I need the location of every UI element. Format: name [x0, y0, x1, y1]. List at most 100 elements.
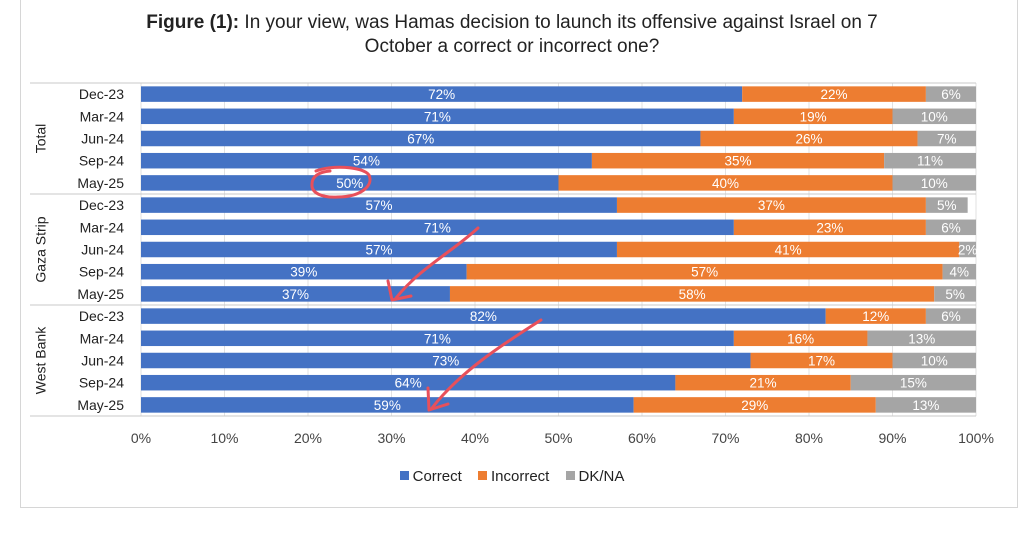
data-label-incorrect: 58%	[679, 287, 706, 302]
figure-label: Figure (1):	[146, 12, 240, 33]
data-label-correct: 50%	[336, 176, 363, 191]
bar-segment-incorrect	[700, 130, 918, 147]
data-label-dkna: 13%	[912, 398, 939, 413]
bar-segment-incorrect	[591, 152, 885, 169]
row-label: Sep-24	[79, 153, 124, 169]
row-label: May-25	[77, 397, 124, 413]
data-label-incorrect: 23%	[816, 220, 843, 235]
bar-segment-correct	[141, 108, 734, 125]
data-label-correct: 54%	[353, 154, 380, 169]
data-label-correct: 37%	[282, 287, 309, 302]
chart-title-line-1: Figure (1): In your view, was Hamas deci…	[0, 11, 1024, 35]
bar-segment-incorrect	[733, 219, 926, 236]
row-label: Dec-23	[79, 308, 124, 324]
data-label-dkna: 10%	[921, 109, 948, 124]
data-label-correct: 67%	[407, 132, 434, 147]
bar-segment-incorrect	[750, 352, 893, 369]
row-label: Sep-24	[79, 375, 124, 391]
x-tick-label: 10%	[210, 430, 238, 446]
bar-segment-correct	[141, 130, 701, 147]
bar-segment-correct	[141, 175, 559, 191]
data-label-correct: 57%	[365, 198, 392, 213]
data-label-incorrect: 19%	[800, 109, 827, 124]
bar-segment-incorrect	[466, 263, 943, 280]
data-label-dkna: 15%	[900, 376, 927, 391]
bar-segment-incorrect	[675, 374, 851, 391]
bar-segment-incorrect	[616, 241, 960, 258]
bar-segment-correct	[141, 263, 467, 280]
bar-segment-correct	[141, 241, 617, 258]
data-label-correct: 73%	[432, 354, 459, 369]
row-label: Jun-24	[81, 131, 124, 147]
bar-segment-dkna	[925, 219, 976, 236]
data-label-incorrect: 57%	[691, 265, 718, 280]
data-label-correct: 59%	[374, 398, 401, 413]
data-label-incorrect: 22%	[821, 87, 848, 102]
bar-segment-dkna	[892, 175, 976, 191]
bar-segment-dkna	[892, 352, 976, 369]
x-tick-label: 30%	[377, 430, 405, 446]
data-label-incorrect: 17%	[808, 354, 835, 369]
row-label: May-25	[77, 286, 124, 302]
annotation-arrowhead-gaza	[386, 279, 413, 302]
bar-segment-correct	[141, 152, 592, 169]
bar-segment-correct	[141, 374, 676, 391]
row-label: Mar-24	[80, 330, 125, 346]
bar-segment-incorrect	[558, 175, 893, 191]
annotation-arrow-westbank	[430, 318, 543, 410]
data-label-dkna: 6%	[941, 220, 961, 235]
data-label-dkna: 6%	[941, 309, 961, 324]
bar-segment-dkna	[925, 308, 976, 324]
data-label-incorrect: 37%	[758, 198, 785, 213]
bar-segment-dkna	[925, 197, 968, 213]
data-label-incorrect: 16%	[787, 331, 814, 346]
x-tick-label: 50%	[544, 430, 572, 446]
data-label-dkna: 6%	[941, 87, 961, 102]
x-tick-label: 40%	[461, 430, 489, 446]
data-label-dkna: 7%	[937, 132, 957, 147]
annotation-circle	[310, 165, 372, 199]
data-label-correct: 72%	[428, 87, 455, 102]
row-label: Jun-24	[81, 242, 124, 258]
data-label-incorrect: 21%	[750, 376, 777, 391]
data-label-correct: 71%	[424, 109, 451, 124]
group-label: Total	[33, 124, 49, 154]
bar-segment-incorrect	[742, 86, 926, 102]
legend-item-dkna: DK/NA	[565, 468, 624, 485]
legend-item-incorrect: Incorrect	[477, 468, 549, 485]
x-tick-label: 100%	[958, 430, 994, 446]
bar-segment-incorrect	[633, 397, 876, 413]
legend-label-correct: Correct	[412, 468, 462, 485]
bar-segment-dkna	[942, 263, 976, 280]
data-label-dkna: 10%	[921, 176, 948, 191]
data-label-dkna: 4%	[950, 265, 970, 280]
legend-swatch-correct	[399, 471, 409, 480]
bar-segment-correct	[141, 86, 743, 102]
legend-swatch-incorrect	[477, 471, 487, 480]
x-tick-label: 80%	[795, 430, 823, 446]
bar-segment-dkna	[959, 241, 976, 258]
bar-segment-incorrect	[733, 330, 868, 347]
annotation-arrowhead-westbank	[426, 386, 450, 412]
bar-segment-incorrect	[449, 286, 935, 302]
data-label-incorrect: 41%	[775, 243, 802, 258]
bar-segment-correct	[141, 219, 734, 236]
x-tick-label: 90%	[878, 430, 906, 446]
row-label: Mar-24	[80, 219, 125, 235]
chart-title-text-1: In your view, was Hamas decision to laun…	[244, 12, 878, 33]
data-label-dkna: 13%	[908, 331, 935, 346]
data-label-dkna: 11%	[917, 154, 943, 169]
bar-segment-dkna	[867, 330, 976, 347]
bar-segment-incorrect	[825, 308, 926, 324]
bar-segment-correct	[141, 397, 634, 413]
data-label-incorrect: 12%	[862, 309, 889, 324]
bar-segment-dkna	[934, 286, 976, 302]
x-tick-label: 60%	[628, 430, 656, 446]
legend: Correct Incorrect DK/NA	[0, 468, 1024, 485]
data-label-dkna: 2%	[958, 243, 978, 258]
bar-segment-dkna	[892, 108, 976, 125]
bar-segment-correct	[141, 286, 450, 302]
bar-segment-incorrect	[616, 197, 926, 213]
x-tick-label: 70%	[711, 430, 739, 446]
